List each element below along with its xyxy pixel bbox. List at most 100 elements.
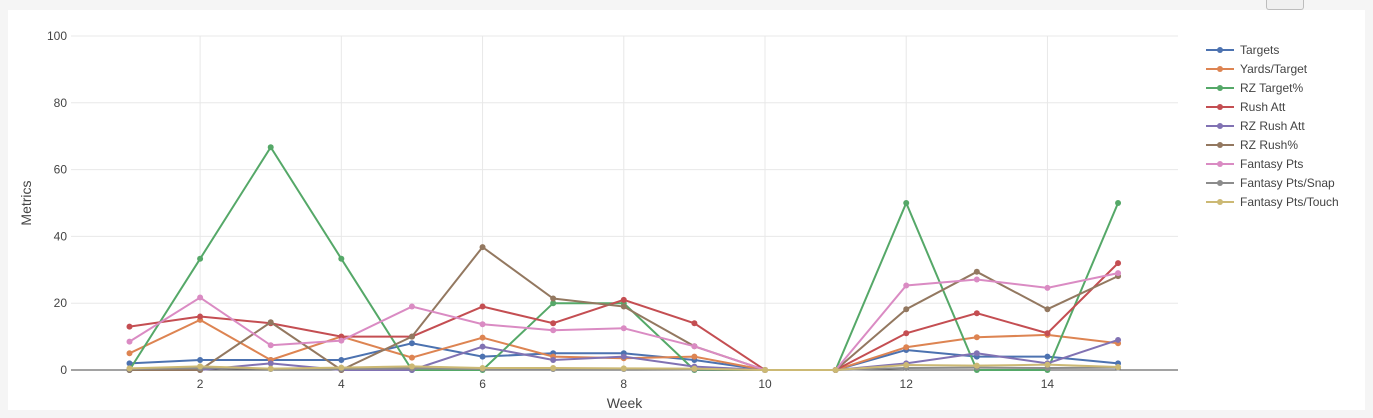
data-point[interactable] <box>903 361 910 368</box>
legend-swatch-marker <box>1217 199 1223 205</box>
data-point[interactable] <box>126 323 133 330</box>
data-point[interactable] <box>126 338 133 345</box>
series-lines[interactable] <box>126 144 1122 373</box>
legend-swatch-marker <box>1217 66 1223 72</box>
legend-item[interactable]: Fantasy Pts/Snap <box>1206 176 1335 190</box>
data-point[interactable] <box>973 350 980 357</box>
data-point[interactable] <box>620 365 627 372</box>
data-point[interactable] <box>973 276 980 283</box>
data-point[interactable] <box>620 353 627 360</box>
series-fantasy-pts[interactable] <box>126 270 1122 373</box>
data-point[interactable] <box>620 303 627 310</box>
data-point[interactable] <box>691 343 698 350</box>
data-point[interactable] <box>691 353 698 360</box>
data-point[interactable] <box>197 313 204 320</box>
data-point[interactable] <box>1115 260 1122 267</box>
data-point[interactable] <box>197 294 204 301</box>
y-tick-label: 80 <box>54 96 68 110</box>
data-point[interactable] <box>479 334 486 341</box>
legend-item[interactable]: Rush Att <box>1206 100 1286 114</box>
data-point[interactable] <box>479 244 486 251</box>
data-point[interactable] <box>338 337 345 344</box>
data-point[interactable] <box>197 356 204 363</box>
data-point[interactable] <box>479 321 486 328</box>
data-point[interactable] <box>338 356 345 363</box>
data-point[interactable] <box>832 367 839 373</box>
data-point[interactable] <box>197 255 204 262</box>
legend-item[interactable]: Fantasy Pts/Touch <box>1206 195 1339 209</box>
data-point[interactable] <box>1115 363 1122 370</box>
data-point[interactable] <box>267 319 274 326</box>
x-tick-label: 14 <box>1041 377 1055 391</box>
data-point[interactable] <box>550 327 557 334</box>
data-point[interactable] <box>267 360 274 367</box>
modebar-toggle-button[interactable] <box>1266 0 1304 10</box>
data-point[interactable] <box>1044 306 1051 313</box>
data-point[interactable] <box>973 310 980 317</box>
data-point[interactable] <box>197 363 204 370</box>
data-point[interactable] <box>550 320 557 327</box>
data-point[interactable] <box>338 255 345 262</box>
data-point[interactable] <box>550 295 557 302</box>
legend-swatch-marker <box>1217 47 1223 53</box>
legend-item[interactable]: RZ Rush% <box>1206 138 1298 152</box>
legend-label: Fantasy Pts <box>1240 157 1303 171</box>
data-point[interactable] <box>903 282 910 289</box>
data-point[interactable] <box>1115 336 1122 343</box>
data-point[interactable] <box>903 344 910 351</box>
legend-label: RZ Rush% <box>1240 138 1298 152</box>
data-point[interactable] <box>1044 330 1051 337</box>
data-point[interactable] <box>1044 361 1051 368</box>
x-tick-label: 8 <box>620 377 627 391</box>
data-point[interactable] <box>408 333 415 340</box>
data-point[interactable] <box>1044 353 1051 360</box>
legend-item[interactable]: Fantasy Pts <box>1206 157 1303 171</box>
data-point[interactable] <box>691 365 698 372</box>
data-point[interactable] <box>620 325 627 332</box>
legend-swatch-marker <box>1217 85 1223 91</box>
data-point[interactable] <box>267 144 274 151</box>
legend-item[interactable]: Yards/Target <box>1206 62 1308 76</box>
data-point[interactable] <box>973 334 980 341</box>
legend-label: RZ Target% <box>1240 81 1303 95</box>
data-point[interactable] <box>1115 270 1122 277</box>
data-point[interactable] <box>691 320 698 327</box>
data-point[interactable] <box>408 363 415 370</box>
data-point[interactable] <box>479 343 486 350</box>
data-point[interactable] <box>1115 200 1122 206</box>
data-point[interactable] <box>267 342 274 349</box>
data-point[interactable] <box>903 200 910 206</box>
data-point[interactable] <box>550 300 557 307</box>
series-fantasy-pts-touch[interactable] <box>126 361 1122 373</box>
data-point[interactable] <box>620 296 627 303</box>
data-point[interactable] <box>126 360 133 367</box>
data-point[interactable] <box>550 364 557 371</box>
data-point[interactable] <box>338 364 345 371</box>
y-tick-label: 60 <box>54 163 68 177</box>
data-point[interactable] <box>550 356 557 363</box>
data-point[interactable] <box>267 365 274 372</box>
legend[interactable]: Targets Yards/Target RZ Target% Rush Att RZ … <box>1206 43 1339 209</box>
x-tick-label: 4 <box>338 377 345 391</box>
data-point[interactable] <box>126 365 133 372</box>
data-point[interactable] <box>126 350 133 357</box>
data-point[interactable] <box>903 330 910 337</box>
data-point[interactable] <box>479 353 486 360</box>
y-axis-ticks: 0 20 40 60 80 100 <box>47 29 67 377</box>
x-tick-label: 6 <box>479 377 486 391</box>
data-point[interactable] <box>479 303 486 310</box>
data-point[interactable] <box>762 367 768 373</box>
data-point[interactable] <box>1044 284 1051 291</box>
legend-item[interactable]: RZ Target% <box>1206 81 1303 95</box>
legend-swatch-marker <box>1217 123 1223 129</box>
data-point[interactable] <box>408 340 415 347</box>
data-point[interactable] <box>973 362 980 369</box>
data-point[interactable] <box>479 364 486 371</box>
data-point[interactable] <box>903 306 910 313</box>
data-point[interactable] <box>408 303 415 310</box>
legend-item[interactable]: RZ Rush Att <box>1206 119 1305 133</box>
legend-item[interactable]: Targets <box>1206 43 1279 57</box>
data-point[interactable] <box>973 268 980 275</box>
data-point[interactable] <box>408 354 415 361</box>
